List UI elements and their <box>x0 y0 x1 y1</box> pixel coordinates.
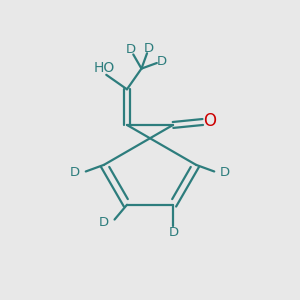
Text: HO: HO <box>93 61 115 75</box>
Text: D: D <box>70 167 80 179</box>
Text: D: D <box>169 226 179 238</box>
Text: D: D <box>157 55 167 68</box>
Text: D: D <box>125 43 136 56</box>
Text: O: O <box>203 112 216 130</box>
Text: D: D <box>144 42 154 55</box>
Text: D: D <box>98 216 109 229</box>
Text: D: D <box>220 167 230 179</box>
